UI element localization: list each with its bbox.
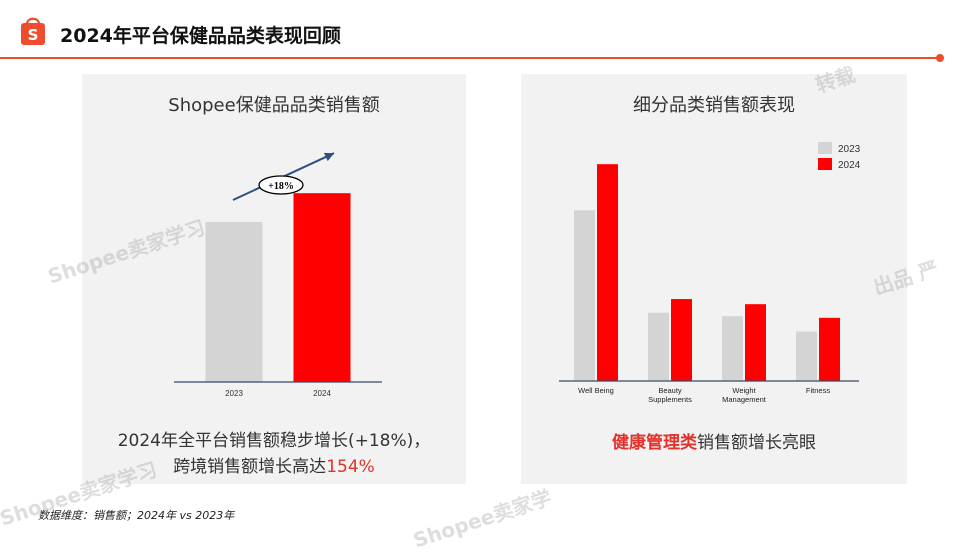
legend-swatch-2024 (818, 158, 832, 170)
x-tick-label: Beauty (658, 386, 682, 395)
data-footnote: 数据维度：销售额；2024年 vs 2023年 (38, 509, 235, 522)
growth-badge (258, 175, 304, 195)
caption-rest: 销售额增长亮眼 (697, 433, 816, 453)
legend-label: 2023 (838, 144, 861, 155)
title-divider (0, 57, 942, 59)
x-tick-label: Weight (732, 386, 756, 395)
title-divider-dot (936, 54, 944, 62)
caption-line-1: 2024年全平台销售额稳步增长(+18%)， (117, 431, 431, 451)
x-tick-label: Fitness (806, 386, 830, 395)
x-tick-label: Well Being (578, 386, 614, 395)
shopee-logo-icon: S (21, 17, 45, 45)
x-tick-label: Management (722, 395, 767, 404)
total-sales-caption: 2024年全平台销售额稳步增长(+18%)， 跨境销售额增长高达154% (82, 428, 466, 480)
bar-2023 (205, 222, 263, 382)
bar-2024-fitness (819, 317, 840, 381)
watermark: Shopee卖家学 (410, 485, 555, 553)
bar-2023-weight-management (722, 316, 743, 381)
bar-2024-weight-management (745, 304, 766, 381)
logo-letter: S (28, 26, 39, 44)
caption-line-2-prefix: 跨境销售额增长高达 (173, 457, 327, 477)
bar-2024-beauty-supplements (671, 299, 692, 381)
total-sales-title: Shopee保健品品类销售额 (168, 95, 380, 116)
legend-label: 2024 (838, 160, 861, 171)
growth-label: +18% (268, 181, 294, 192)
bar-2023-well-being (574, 210, 595, 381)
page-title: 2024年平台保健品品类表现回顾 (60, 25, 341, 47)
caption-highlight-154: 154% (326, 457, 375, 477)
total-sales-chart: 2023 2024 +18% (174, 152, 382, 398)
subcategory-title: 细分品类销售额表现 (633, 95, 795, 116)
x-tick-label: 2024 (313, 389, 331, 398)
bar-2023-beauty-supplements (648, 312, 669, 381)
growth-arrow-head (323, 152, 334, 162)
total-sales-panel: Shopee保健品品类销售额 2023 2024 +18% 2024年全平台销售额稳… (82, 74, 466, 484)
caption-highlight-health: 健康管理类 (612, 433, 697, 453)
bar-2023-fitness (796, 331, 817, 381)
bar-2024-well-being (597, 164, 618, 381)
legend-swatch-2023 (818, 142, 832, 154)
caption-line-2: 跨境销售额增长高达154% (82, 454, 466, 480)
subcategory-caption: 健康管理类销售额增长亮眼 (521, 430, 907, 456)
subcategory-panel: 细分品类销售额表现 Well Being Beauty Supplements Wei… (521, 74, 907, 484)
x-tick-label: 2023 (225, 389, 243, 398)
bar-2024 (293, 193, 351, 382)
x-tick-label: Supplements (648, 395, 692, 404)
